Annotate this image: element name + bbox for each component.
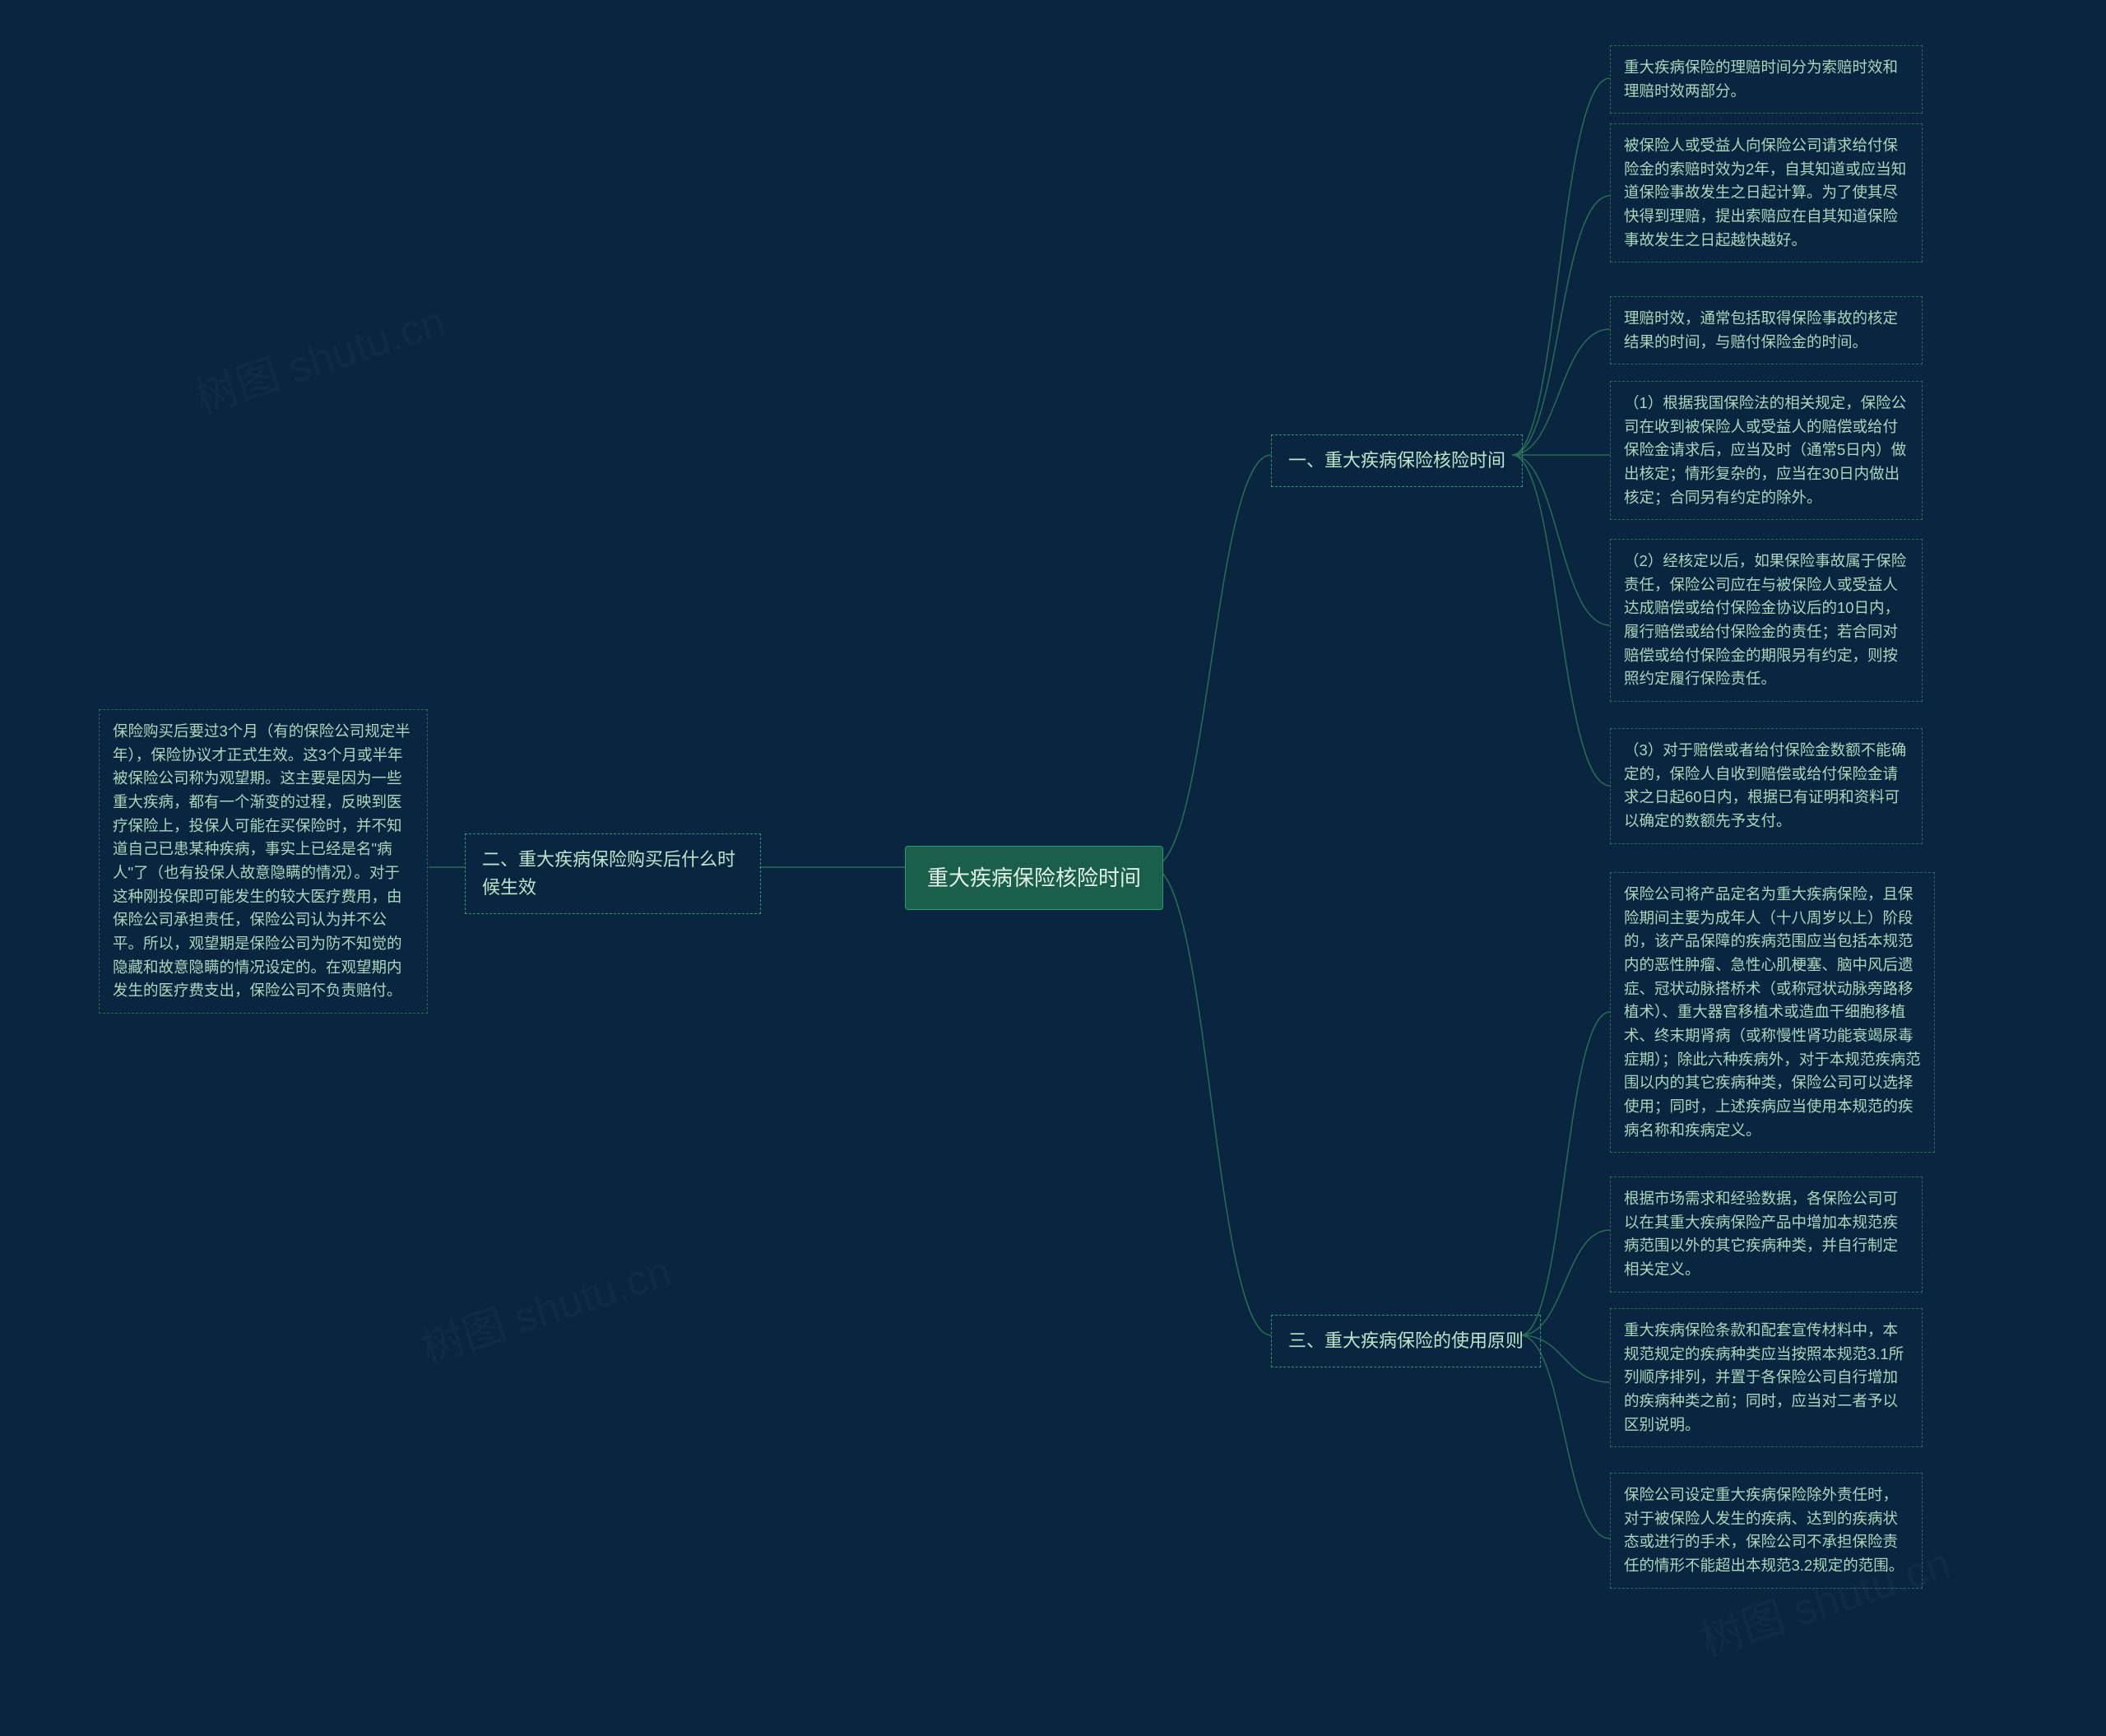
watermark: 树图 shutu.cn <box>412 1237 678 1376</box>
leaf-3-2: 根据市场需求和经验数据，各保险公司可以在其重大疾病保险产品中增加本规范疾病范围以… <box>1610 1177 1923 1293</box>
leaf-2-1: 保险购买后要过3个月（有的保险公司规定半年），保险协议才正式生效。这3个月或半年… <box>99 709 428 1014</box>
leaf-1-1: 重大疾病保险的理赔时间分为索赔时效和理赔时效两部分。 <box>1610 45 1923 114</box>
leaf-1-3: 理赔时效，通常包括取得保险事故的核定结果的时间，与赔付保险金的时间。 <box>1610 296 1923 364</box>
leaf-1-4: （1）根据我国保险法的相关规定，保险公司在收到被保险人或受益人的赔偿或给付保险金… <box>1610 381 1923 520</box>
leaf-3-3: 重大疾病保险条款和配套宣传材料中，本规范规定的疾病种类应当按照本规范3.1所列顺… <box>1610 1308 1923 1447</box>
root-node: 重大疾病保险核险时间 <box>905 846 1163 910</box>
leaf-3-4: 保险公司设定重大疾病保险除外责任时，对于被保险人发生的疾病、达到的疾病状态或进行… <box>1610 1473 1923 1589</box>
leaf-1-6: （3）对于赔偿或者给付保险金数额不能确定的，保险人自收到赔偿或给付保险金请求之日… <box>1610 728 1923 844</box>
branch-3: 三、重大疾病保险的使用原则 <box>1271 1315 1541 1367</box>
watermark: 树图 shutu.cn <box>186 286 452 425</box>
leaf-1-5: （2）经核定以后，如果保险事故属于保险责任，保险公司应在与被保险人或受益人达成赔… <box>1610 539 1923 702</box>
leaf-3-1: 保险公司将产品定名为重大疾病保险，且保险期间主要为成年人（十八周岁以上）阶段的，… <box>1610 872 1935 1153</box>
branch-2: 二、重大疾病保险购买后什么时候生效 <box>465 833 761 914</box>
branch-1: 一、重大疾病保险核险时间 <box>1271 434 1523 487</box>
leaf-1-2: 被保险人或受益人向保险公司请求给付保险金的索赔时效为2年，自其知道或应当知道保险… <box>1610 123 1923 262</box>
